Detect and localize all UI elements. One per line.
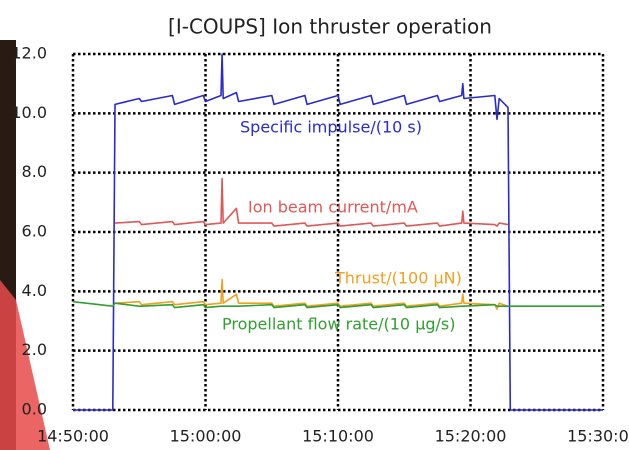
series-label: Thrust/(100 μN) <box>334 269 462 288</box>
y-tick-label: 4.0 <box>22 281 47 300</box>
x-tick-label: 15:10:00 <box>302 427 374 446</box>
x-tick-label: 15:30:00 <box>567 427 629 446</box>
y-tick-label: 10.0 <box>11 103 47 122</box>
y-tick-label: 12.0 <box>11 44 47 63</box>
series-label: Propellant flow rate/(10 μg/s) <box>222 315 456 334</box>
x-tick-label: 15:20:00 <box>435 427 507 446</box>
series-label: Ion beam current/mA <box>248 198 418 217</box>
chart: [I-COUPS] Ion thruster operation 0.0 2.0 4… <box>0 0 629 450</box>
y-tick-label: 2.0 <box>22 340 47 359</box>
series-label: Specific impulse/(10 s) <box>240 118 422 137</box>
y-tick-label: 8.0 <box>22 162 47 181</box>
x-tick-label: 15:00:00 <box>170 427 242 446</box>
y-tick-label: 6.0 <box>22 222 47 241</box>
x-tick-label: 14:50:00 <box>37 427 109 446</box>
y-tick-label: 0.0 <box>22 400 47 419</box>
chart-title: [I-COUPS] Ion thruster operation <box>168 15 492 39</box>
